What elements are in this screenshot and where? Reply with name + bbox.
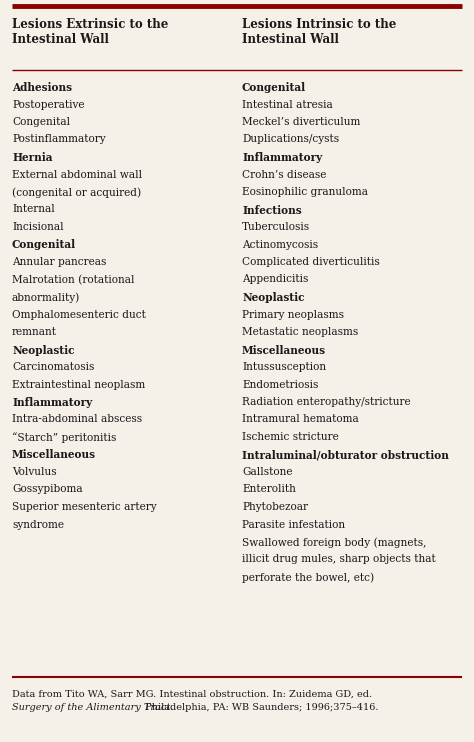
- Text: Data from Tito WA, Sarr MG. Intestinal obstruction. In: Zuidema GD, ed.: Data from Tito WA, Sarr MG. Intestinal o…: [12, 690, 372, 699]
- Text: Omphalomesenteric duct: Omphalomesenteric duct: [12, 309, 146, 320]
- Text: illicit drug mules, sharp objects that: illicit drug mules, sharp objects that: [242, 554, 436, 565]
- Text: Volvulus: Volvulus: [12, 467, 56, 477]
- Text: syndrome: syndrome: [12, 519, 64, 530]
- Text: Postoperative: Postoperative: [12, 99, 84, 110]
- Text: Postinflammatory: Postinflammatory: [12, 134, 106, 145]
- Text: Ischemic stricture: Ischemic stricture: [242, 432, 339, 442]
- Text: Miscellaneous: Miscellaneous: [12, 450, 96, 461]
- Text: Surgery of the Alimentary Tract.: Surgery of the Alimentary Tract.: [12, 703, 173, 712]
- Text: Inflammatory: Inflammatory: [242, 152, 322, 163]
- Text: Swallowed foreign body (magnets,: Swallowed foreign body (magnets,: [242, 537, 427, 548]
- Text: Intramural hematoma: Intramural hematoma: [242, 415, 359, 424]
- Text: Primary neoplasms: Primary neoplasms: [242, 309, 344, 320]
- Text: (congenital or acquired): (congenital or acquired): [12, 187, 141, 197]
- Text: Tuberculosis: Tuberculosis: [242, 222, 310, 232]
- Text: Eosinophilic granuloma: Eosinophilic granuloma: [242, 187, 368, 197]
- Text: Neoplastic: Neoplastic: [12, 344, 74, 355]
- Text: Crohn’s disease: Crohn’s disease: [242, 169, 327, 180]
- Text: Endometriosis: Endometriosis: [242, 379, 319, 390]
- Text: Metastatic neoplasms: Metastatic neoplasms: [242, 327, 358, 337]
- Text: Internal: Internal: [12, 205, 55, 214]
- Text: Inflammatory: Inflammatory: [12, 397, 92, 408]
- Text: Enterolith: Enterolith: [242, 485, 296, 494]
- Text: Annular pancreas: Annular pancreas: [12, 257, 106, 267]
- Text: Incisional: Incisional: [12, 222, 64, 232]
- Text: Actinomycosis: Actinomycosis: [242, 240, 318, 249]
- Text: Intestinal Wall: Intestinal Wall: [12, 33, 109, 46]
- Text: Infections: Infections: [242, 205, 301, 215]
- Text: Carcinomatosis: Carcinomatosis: [12, 362, 94, 372]
- Text: Phytobezoar: Phytobezoar: [242, 502, 308, 512]
- Text: Gallstone: Gallstone: [242, 467, 292, 477]
- Text: Intestinal atresia: Intestinal atresia: [242, 99, 333, 110]
- Text: Philadelphia, PA: WB Saunders; 1996;375–416.: Philadelphia, PA: WB Saunders; 1996;375–…: [142, 703, 378, 712]
- Text: Complicated diverticulitis: Complicated diverticulitis: [242, 257, 380, 267]
- Text: Radiation enteropathy/stricture: Radiation enteropathy/stricture: [242, 397, 410, 407]
- Text: Meckel’s diverticulum: Meckel’s diverticulum: [242, 117, 360, 127]
- Text: Appendicitis: Appendicitis: [242, 275, 309, 284]
- Text: Neoplastic: Neoplastic: [242, 292, 304, 303]
- Text: Congenital: Congenital: [12, 240, 76, 251]
- Text: perforate the bowel, etc): perforate the bowel, etc): [242, 572, 374, 582]
- Text: remnant: remnant: [12, 327, 57, 337]
- Text: Duplications/cysts: Duplications/cysts: [242, 134, 339, 145]
- Text: Superior mesenteric artery: Superior mesenteric artery: [12, 502, 156, 512]
- Text: Gossypiboma: Gossypiboma: [12, 485, 82, 494]
- Text: Parasite infestation: Parasite infestation: [242, 519, 345, 530]
- Text: Intraluminal/obturator obstruction: Intraluminal/obturator obstruction: [242, 450, 449, 461]
- Text: Lesions Intrinsic to the: Lesions Intrinsic to the: [242, 18, 396, 31]
- Text: Intra-abdominal abscess: Intra-abdominal abscess: [12, 415, 142, 424]
- Text: Congenital: Congenital: [12, 117, 70, 127]
- Text: Extraintestinal neoplasm: Extraintestinal neoplasm: [12, 379, 145, 390]
- Text: “Starch” peritonitis: “Starch” peritonitis: [12, 432, 117, 443]
- Text: abnormality): abnormality): [12, 292, 80, 303]
- Text: Lesions Extrinsic to the: Lesions Extrinsic to the: [12, 18, 168, 31]
- Text: Intussusception: Intussusception: [242, 362, 326, 372]
- Text: Miscellaneous: Miscellaneous: [242, 344, 326, 355]
- Text: Malrotation (rotational: Malrotation (rotational: [12, 275, 135, 285]
- Text: Adhesions: Adhesions: [12, 82, 72, 93]
- Text: Hernia: Hernia: [12, 152, 53, 163]
- Text: External abdominal wall: External abdominal wall: [12, 169, 142, 180]
- Text: Intestinal Wall: Intestinal Wall: [242, 33, 339, 46]
- Text: Congenital: Congenital: [242, 82, 306, 93]
